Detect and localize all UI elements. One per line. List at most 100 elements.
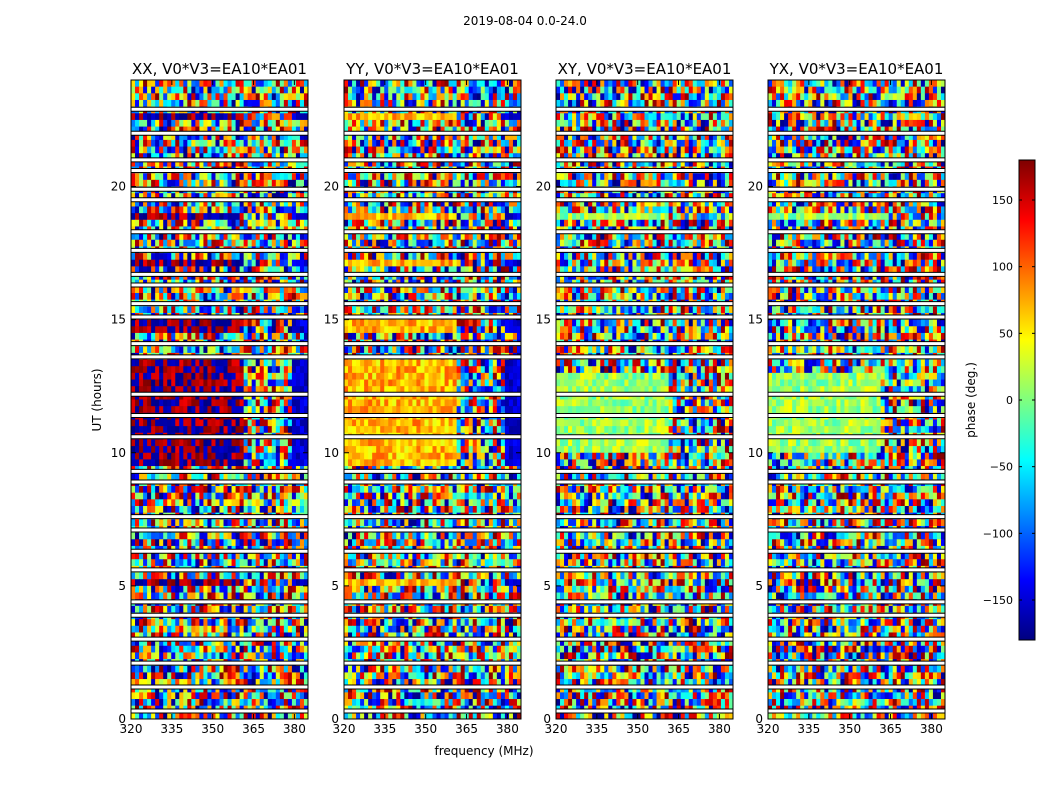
phase-cell (187, 179, 192, 187)
phase-cell (488, 153, 494, 161)
phase-cell (179, 639, 184, 647)
phase-cell (267, 386, 273, 394)
phase-cell (231, 406, 236, 414)
phase-cell (223, 539, 228, 547)
phase-cell (384, 173, 389, 181)
flagged-row (131, 354, 308, 359)
phase-cell (195, 379, 200, 387)
phase-cell (251, 625, 257, 633)
phase-cell (135, 639, 140, 647)
phase-cell (195, 592, 200, 600)
phase-cell (303, 439, 308, 447)
phase-cell (348, 80, 353, 88)
phase-cell (207, 259, 212, 267)
phase-cell (263, 399, 269, 407)
phase-cell (211, 153, 216, 161)
phase-cell (291, 459, 297, 467)
phase-cell (139, 592, 144, 600)
phase-cell (171, 332, 176, 340)
phase-cell (255, 113, 261, 121)
phase-cell (147, 213, 152, 221)
phase-cell (191, 126, 196, 134)
phase-cell (171, 146, 176, 154)
phase-cell (267, 179, 273, 187)
phase-cell (275, 173, 281, 181)
phase-cell (131, 452, 136, 460)
phase-cell (139, 306, 144, 314)
phase-cell (179, 406, 184, 414)
phase-cell (259, 193, 265, 201)
phase-cell (283, 426, 289, 434)
phase-cell (215, 426, 220, 434)
phase-cell (195, 499, 200, 507)
phase-cell (267, 619, 273, 627)
phase-cell (171, 239, 176, 247)
phase-cell (380, 113, 385, 121)
phase-cell (295, 233, 301, 241)
phase-cell (271, 113, 277, 121)
phase-cell (247, 499, 253, 507)
phase-cell (287, 179, 293, 187)
phase-cell (243, 712, 249, 719)
phase-cell (215, 86, 220, 94)
phase-cell (271, 539, 277, 547)
phase-cell (223, 253, 228, 261)
phase-cell (223, 552, 228, 560)
phase-cell (235, 519, 241, 527)
phase-cell (167, 585, 172, 593)
phase-cell (303, 379, 308, 387)
phase-cell (167, 672, 172, 680)
phase-cell (235, 266, 241, 274)
phase-cell (167, 372, 172, 380)
phase-cell (303, 552, 308, 560)
phase-cell (299, 439, 305, 447)
phase-cell (488, 86, 494, 94)
phase-cell (187, 559, 192, 567)
phase-cell (171, 665, 176, 673)
phase-cell (203, 506, 208, 514)
phase-cell (436, 119, 441, 127)
phase-cell (255, 319, 261, 327)
phase-cell (432, 133, 437, 141)
phase-cell (211, 605, 216, 613)
phase-cell (155, 399, 160, 407)
phase-cell (299, 293, 305, 301)
phase-cell (131, 259, 136, 267)
phase-cell (227, 552, 232, 560)
phase-cell (215, 266, 220, 274)
phase-cell (135, 552, 140, 560)
phase-cell (299, 119, 305, 127)
phase-cell (251, 126, 257, 134)
phase-cell (131, 439, 136, 447)
phase-cell (255, 619, 261, 627)
phase-cell (143, 439, 148, 447)
phase-cell (448, 119, 454, 127)
phase-cell (295, 572, 301, 580)
phase-cell (279, 206, 285, 214)
phase-cell (291, 446, 297, 454)
phase-cell (167, 206, 172, 214)
phase-cell (299, 332, 305, 340)
phase-cell (516, 139, 521, 147)
phase-cell (187, 359, 192, 367)
phase-cell (444, 86, 449, 94)
phase-cell (255, 159, 261, 167)
phase-cell (175, 346, 180, 354)
phase-cell (135, 452, 140, 460)
phase-cell (279, 266, 285, 274)
phase-cell (295, 625, 301, 633)
phase-cell (147, 133, 152, 141)
phase-cell (203, 625, 208, 633)
phase-cell (195, 372, 200, 380)
phase-cell (516, 126, 521, 134)
phase-cell (291, 193, 297, 201)
phase-cell (195, 346, 200, 354)
phase-cell (279, 572, 285, 580)
phase-cell (416, 99, 421, 108)
phase-cell (303, 605, 308, 613)
phase-cell (155, 639, 160, 647)
phase-cell (247, 306, 253, 314)
phase-cell (295, 472, 301, 480)
phase-cell (207, 332, 212, 340)
phase-cell (223, 625, 228, 633)
